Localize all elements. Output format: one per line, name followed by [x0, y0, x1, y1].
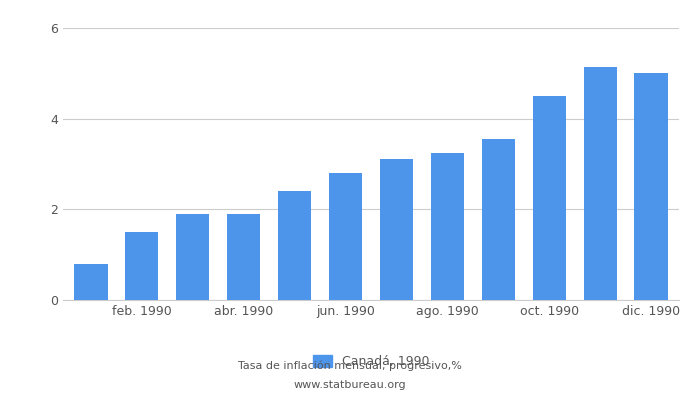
Bar	[228, 214, 260, 300]
Bar	[278, 191, 312, 300]
Legend: Canadá, 1990: Canadá, 1990	[313, 355, 429, 368]
Bar	[125, 232, 158, 300]
Bar	[584, 66, 617, 300]
Bar	[533, 96, 566, 300]
Bar	[380, 160, 413, 300]
Bar	[329, 173, 362, 300]
Bar	[74, 264, 108, 300]
Bar	[482, 139, 514, 300]
Text: Tasa de inflación mensual, progresivo,%: Tasa de inflación mensual, progresivo,%	[238, 361, 462, 371]
Text: www.statbureau.org: www.statbureau.org	[294, 380, 406, 390]
Bar	[176, 214, 209, 300]
Bar	[634, 73, 668, 300]
Bar	[430, 153, 464, 300]
